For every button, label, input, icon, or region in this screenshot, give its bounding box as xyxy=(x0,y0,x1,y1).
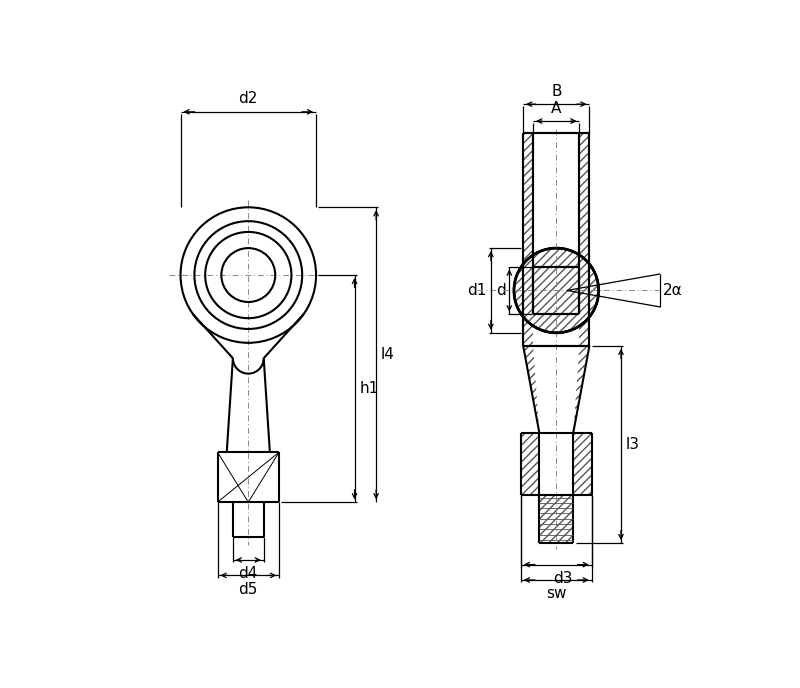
Bar xyxy=(539,495,574,543)
Text: d1: d1 xyxy=(468,283,487,298)
Polygon shape xyxy=(523,346,539,433)
Text: l4: l4 xyxy=(381,347,394,363)
Text: h1: h1 xyxy=(359,381,378,396)
Bar xyxy=(523,133,534,314)
Text: d3: d3 xyxy=(553,571,572,585)
Text: sw: sw xyxy=(546,586,566,601)
Text: d4: d4 xyxy=(238,566,258,581)
Circle shape xyxy=(514,248,598,333)
Text: d5: d5 xyxy=(238,581,258,596)
Text: B: B xyxy=(551,84,562,99)
Text: 2α: 2α xyxy=(663,283,683,298)
Text: d: d xyxy=(497,283,506,298)
Text: A: A xyxy=(551,101,562,116)
Polygon shape xyxy=(574,346,590,433)
Bar xyxy=(523,314,534,346)
Text: l3: l3 xyxy=(626,437,640,452)
Bar xyxy=(579,314,590,346)
Bar xyxy=(521,433,539,495)
Text: d2: d2 xyxy=(238,92,258,107)
Bar xyxy=(579,133,590,314)
Bar xyxy=(574,433,592,495)
